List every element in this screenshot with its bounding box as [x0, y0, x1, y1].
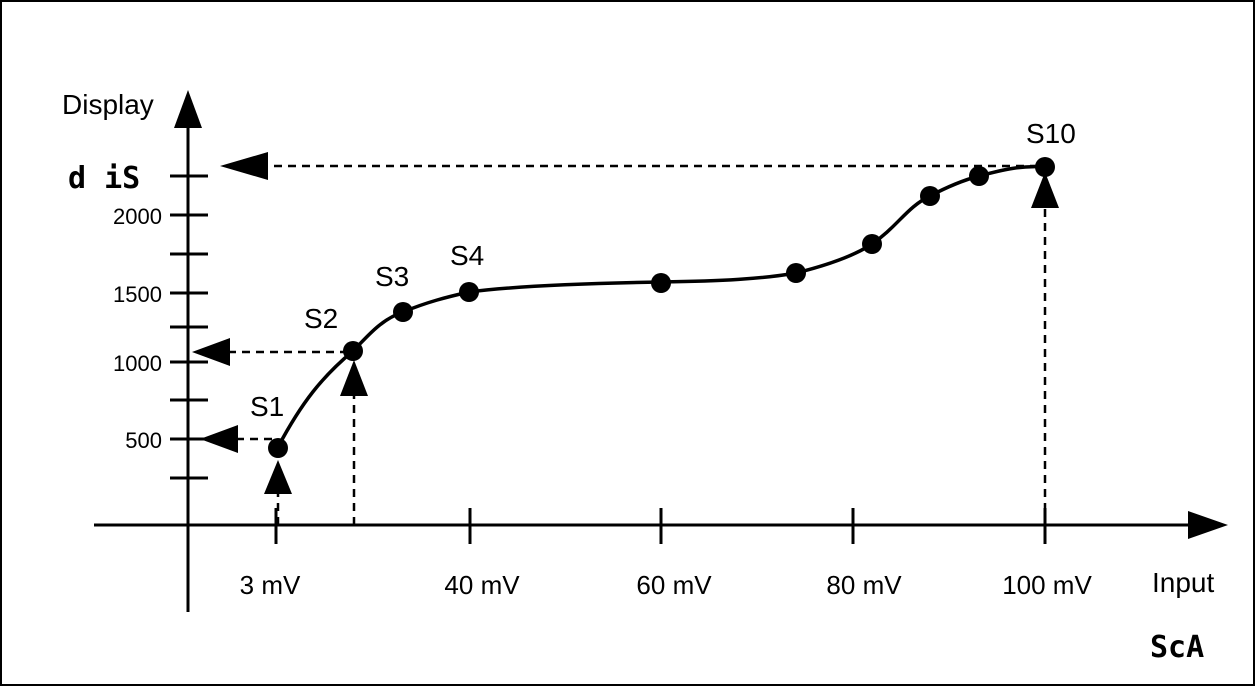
s1-left-arrow	[200, 425, 238, 453]
scale-param-label: ScA	[1150, 630, 1204, 665]
y-tick-label: 1000	[113, 351, 162, 376]
point-label-s1: S1	[250, 391, 284, 422]
point-s2	[343, 341, 363, 361]
x-tick-label: 80 mV	[826, 570, 902, 600]
point-s3	[393, 302, 413, 322]
s10-up-arrow	[1031, 172, 1059, 208]
point-label-s2: S2	[304, 303, 338, 334]
y-tick-label: 500	[125, 428, 162, 453]
x-tick-label: 100 mV	[1002, 570, 1092, 600]
point-5	[651, 273, 671, 293]
point-s10	[1035, 157, 1055, 177]
y-tick-label: 1500	[113, 282, 162, 307]
point-label-s3: S3	[375, 261, 409, 292]
point-label-s4: S4	[450, 240, 484, 271]
x-axis-label: Input	[1152, 567, 1214, 598]
s2-left-arrow	[192, 338, 230, 366]
y-tick-label: 2000	[113, 204, 162, 229]
s1-up-arrow	[264, 460, 292, 494]
x-axis-arrow	[1188, 511, 1228, 539]
point-s4	[459, 282, 479, 302]
point-7	[862, 234, 882, 254]
s10-left-arrow	[220, 152, 268, 180]
y-axis-label: Display	[62, 89, 154, 120]
point-6	[786, 263, 806, 283]
s2-up-arrow	[340, 360, 368, 396]
x-tick-label: 40 mV	[444, 570, 520, 600]
point-s1	[268, 438, 288, 458]
y-axis-arrow	[174, 90, 202, 128]
projection-lines	[228, 164, 1047, 525]
calibration-curve	[276, 164, 1046, 448]
point-9	[969, 166, 989, 186]
point-label-s10: S10	[1026, 118, 1076, 149]
x-tick-label: 3 mV	[240, 570, 301, 600]
data-points	[268, 157, 1055, 458]
x-ticks	[274, 508, 1047, 544]
x-tick-label: 60 mV	[636, 570, 712, 600]
point-8	[920, 186, 940, 206]
display-param-label: d iS	[68, 161, 140, 196]
